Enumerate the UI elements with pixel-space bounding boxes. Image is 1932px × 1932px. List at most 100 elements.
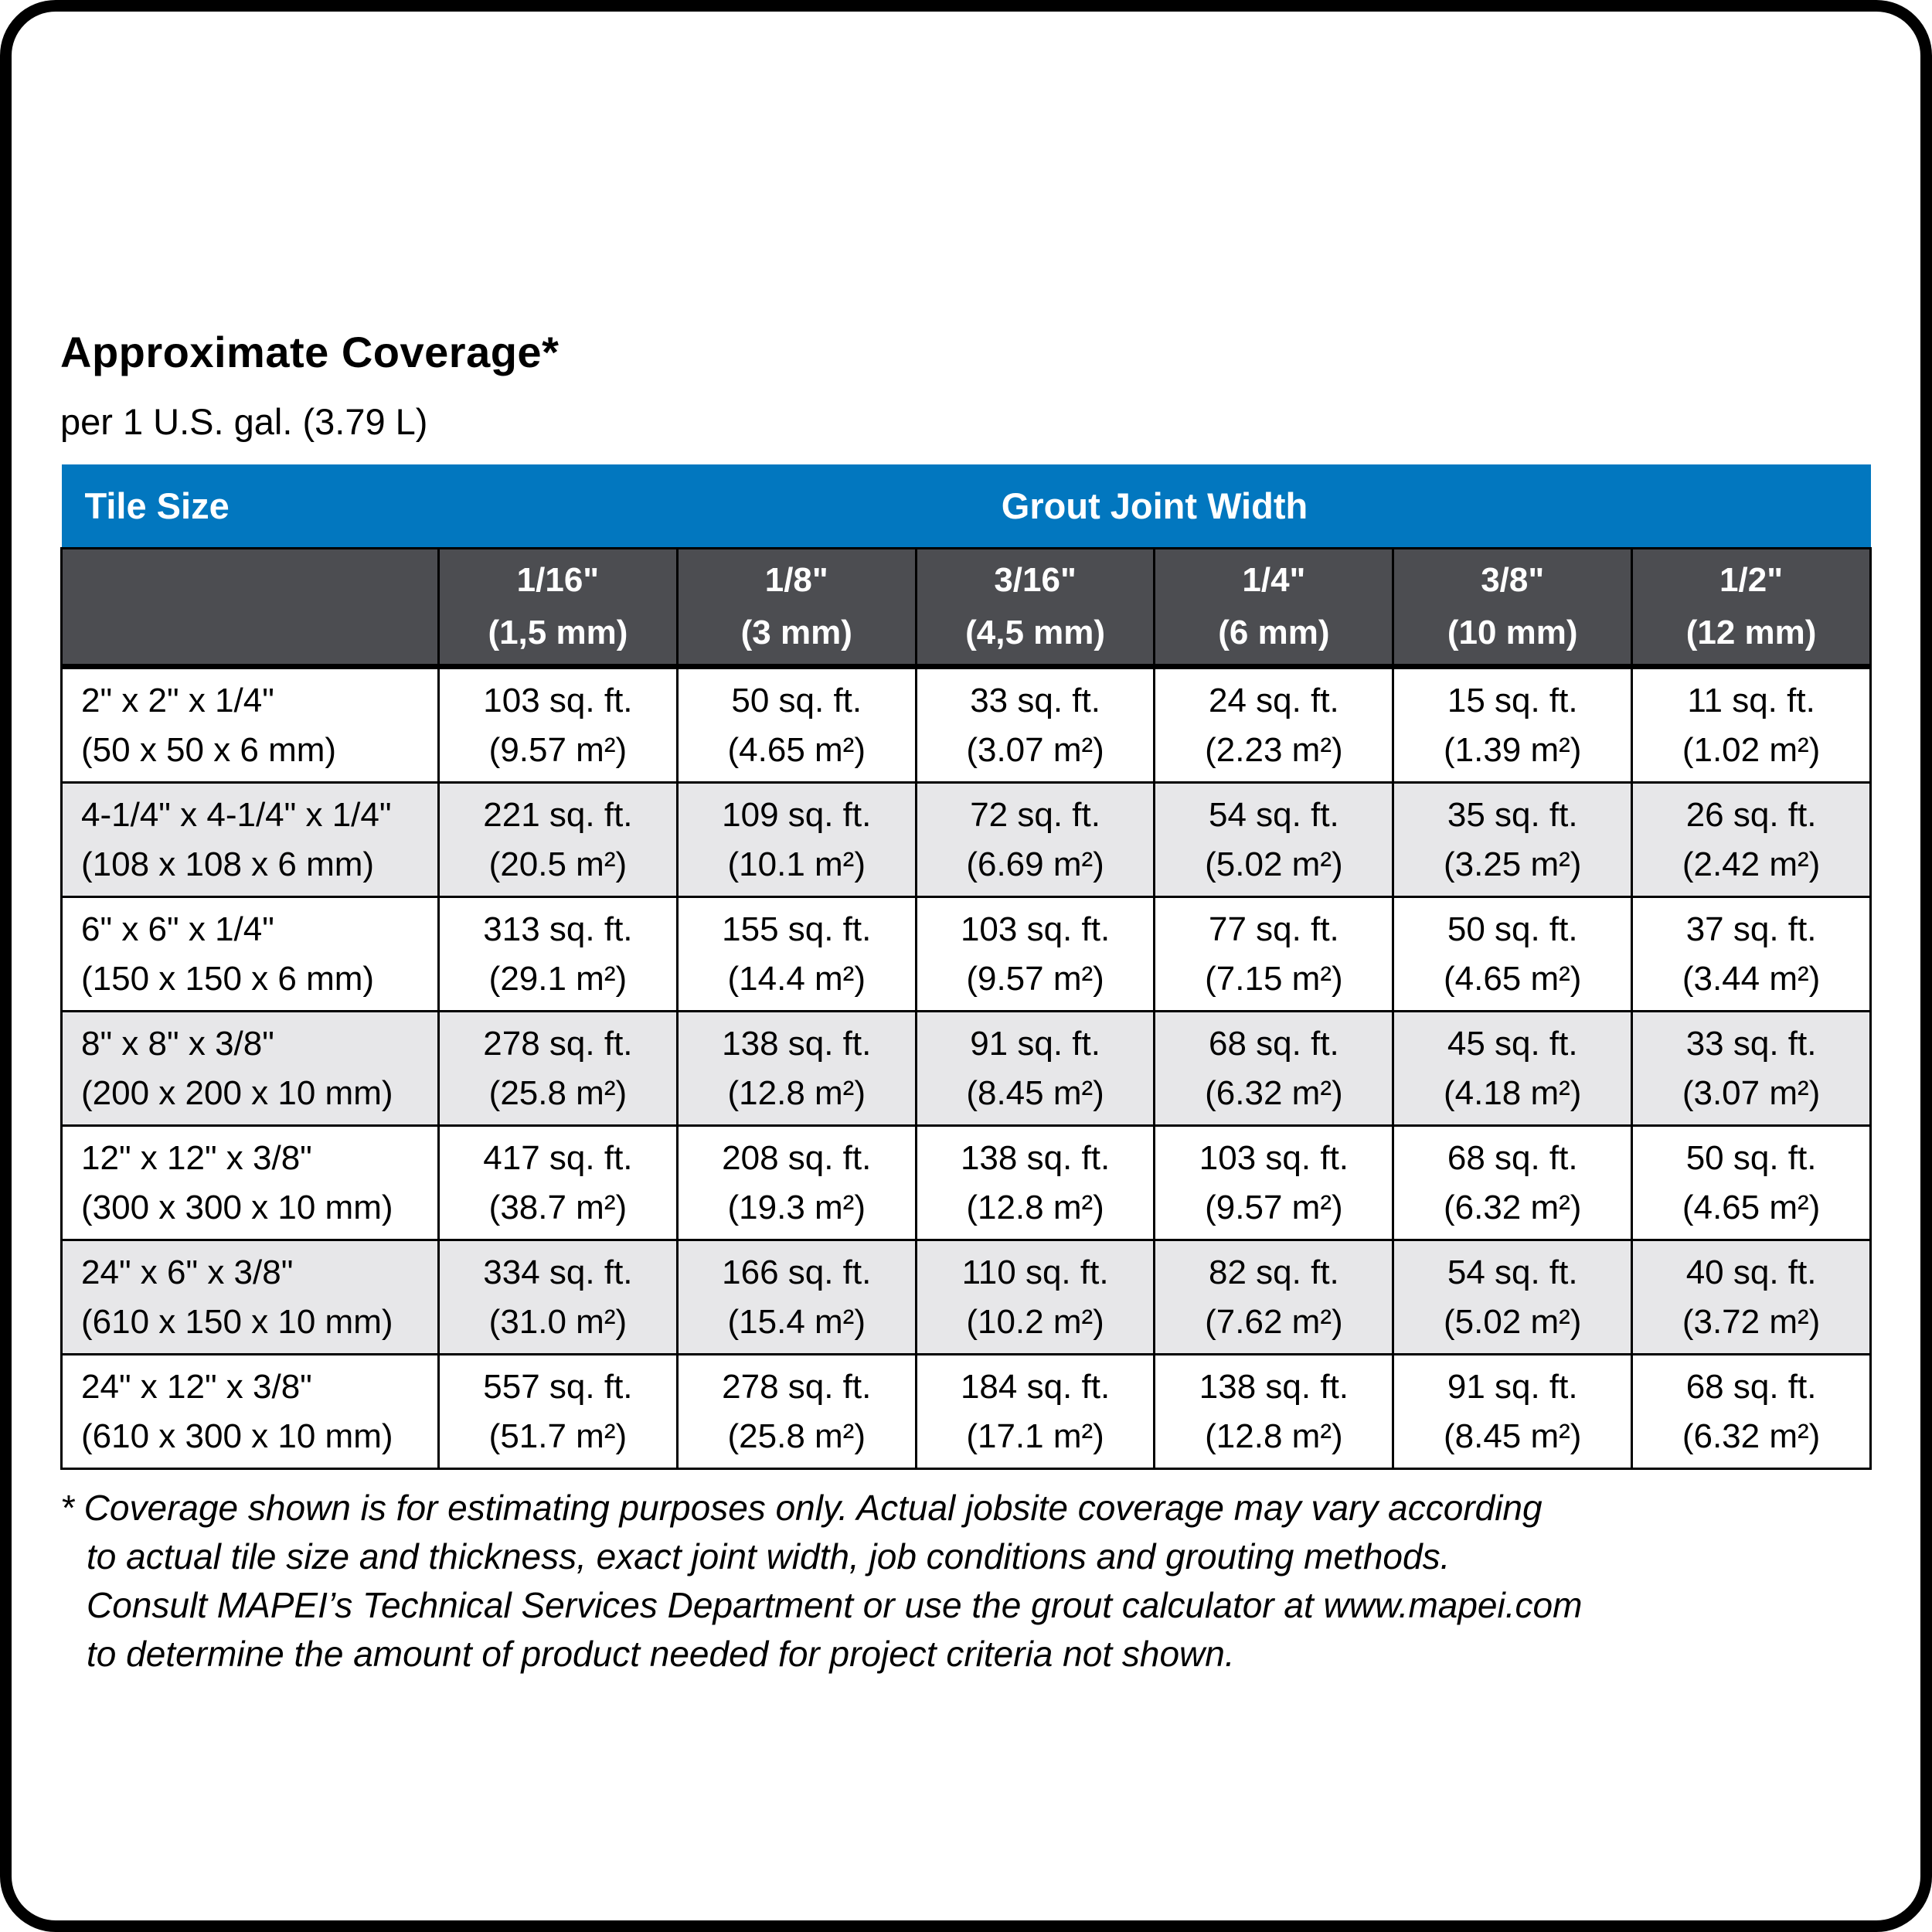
coverage-m2: (9.57 m²): [488, 730, 628, 769]
coverage-cell: 26 sq. ft. (2.42 m²): [1631, 781, 1872, 898]
coverage-sqft: 68 sq. ft.: [1685, 1367, 1817, 1406]
table-row: 8" x 8" x 3/8" (200 x 200 x 10 mm) 278 s…: [60, 1010, 1872, 1127]
coverage-sqft: 155 sq. ft.: [722, 910, 872, 948]
footnote-line: to determine the amount of product neede…: [87, 1634, 1235, 1675]
joint-width-mm: (4,5 mm): [965, 614, 1106, 651]
tile-size-inches: 24" x 6" x 3/8": [81, 1253, 294, 1291]
coverage-table: Tile Size Grout Joint Width 1/16" (1,5 m…: [60, 464, 1872, 1470]
coverage-sqft: 138 sq. ft.: [722, 1024, 872, 1063]
coverage-cell: 91 sq. ft. (8.45 m²): [1392, 1353, 1634, 1470]
joint-width-inches: 1/8": [764, 560, 828, 599]
coverage-m2: (51.7 m²): [488, 1417, 628, 1455]
tile-size-mm: (610 x 300 x 10 mm): [81, 1417, 393, 1455]
joint-width-col-6: 1/2" (12 mm): [1631, 547, 1872, 669]
coverage-cell: 68 sq. ft. (6.32 m²): [1153, 1010, 1395, 1127]
coverage-m2: (15.4 m²): [727, 1302, 866, 1341]
tile-size-cell: 2" x 2" x 1/4" (50 x 50 x 6 mm): [60, 665, 440, 784]
tile-size-inches: 4-1/4" x 4-1/4" x 1/4": [81, 795, 392, 834]
joint-width-subheader-row: 1/16" (1,5 mm) 1/8" (3 mm) 3/16" (4,5 mm…: [60, 547, 1872, 669]
coverage-m2: (10.2 m²): [966, 1302, 1104, 1341]
coverage-m2: (20.5 m²): [488, 845, 628, 883]
subheader-empty-cell: [60, 547, 440, 669]
coverage-m2: (25.8 m²): [488, 1073, 628, 1112]
coverage-m2: (3.44 m²): [1682, 959, 1821, 998]
coverage-m2: (4.65 m²): [727, 730, 866, 769]
coverage-cell: 155 sq. ft. (14.4 m²): [675, 896, 917, 1012]
coverage-m2: (4.65 m²): [1443, 959, 1582, 998]
coverage-m2: (4.18 m²): [1443, 1073, 1582, 1112]
coverage-cell: 11 sq. ft. (1.02 m²): [1631, 665, 1872, 784]
coverage-sqft: 24 sq. ft.: [1209, 681, 1339, 719]
coverage-cell: 221 sq. ft. (20.5 m²): [437, 781, 679, 898]
tile-size-mm: (150 x 150 x 6 mm): [81, 959, 375, 998]
coverage-sqft: 40 sq. ft.: [1685, 1253, 1817, 1291]
coverage-cell: 68 sq. ft. (6.32 m²): [1631, 1353, 1872, 1470]
joint-width-mm: (1,5 mm): [488, 614, 628, 651]
coverage-cell: 278 sq. ft. (25.8 m²): [437, 1010, 679, 1127]
tile-size-inches: 2" x 2" x 1/4": [81, 681, 274, 719]
coverage-cell: 334 sq. ft. (31.0 m²): [437, 1239, 679, 1355]
coverage-m2: (3.25 m²): [1443, 845, 1582, 883]
table-row: 12" x 12" x 3/8" (300 x 300 x 10 mm) 417…: [60, 1124, 1872, 1241]
joint-width-col-2: 1/8" (3 mm): [675, 547, 917, 669]
coverage-sqft: 11 sq. ft.: [1687, 681, 1815, 719]
coverage-sqft: 50 sq. ft.: [1685, 1138, 1817, 1177]
joint-width-inches: 1/16": [516, 560, 600, 599]
coverage-cell: 278 sq. ft. (25.8 m²): [675, 1353, 917, 1470]
coverage-m2: (5.02 m²): [1443, 1302, 1582, 1341]
coverage-cell: 50 sq. ft. (4.65 m²): [1631, 1124, 1872, 1241]
coverage-sqft: 278 sq. ft.: [722, 1367, 872, 1406]
coverage-cell: 109 sq. ft. (10.1 m²): [675, 781, 917, 898]
coverage-cell: 82 sq. ft. (7.62 m²): [1153, 1239, 1395, 1355]
joint-width-inches: 1/2": [1719, 560, 1784, 599]
coverage-m2: (25.8 m²): [727, 1417, 866, 1455]
coverage-sqft: 138 sq. ft.: [1199, 1367, 1349, 1406]
coverage-cell: 24 sq. ft. (2.23 m²): [1153, 665, 1395, 784]
coverage-cell: 417 sq. ft. (38.7 m²): [437, 1124, 679, 1241]
tile-size-inches: 6" x 6" x 1/4": [81, 910, 274, 948]
tile-size-cell: 6" x 6" x 1/4" (150 x 150 x 6 mm): [60, 896, 440, 1012]
coverage-cell: 50 sq. ft. (4.65 m²): [675, 665, 917, 784]
coverage-sqft: 50 sq. ft.: [731, 681, 862, 719]
coverage-sqft: 26 sq. ft.: [1685, 795, 1817, 834]
coverage-cell: 45 sq. ft. (4.18 m²): [1392, 1010, 1634, 1127]
tile-size-inches: 8" x 8" x 3/8": [81, 1024, 274, 1063]
tile-size-cell: 4-1/4" x 4-1/4" x 1/4" (108 x 108 x 6 mm…: [60, 781, 440, 898]
tile-size-inches: 24" x 12" x 3/8": [81, 1367, 312, 1406]
coverage-sqft: 33 sq. ft.: [970, 681, 1100, 719]
coverage-sqft: 278 sq. ft.: [483, 1024, 633, 1063]
coverage-m2: (8.45 m²): [966, 1073, 1104, 1112]
coverage-cell: 50 sq. ft. (4.65 m²): [1392, 896, 1634, 1012]
tile-size-inches: 12" x 12" x 3/8": [81, 1138, 312, 1177]
coverage-sqft: 138 sq. ft.: [960, 1138, 1111, 1177]
tile-size-cell: 24" x 12" x 3/8" (610 x 300 x 10 mm): [60, 1353, 440, 1470]
joint-width-mm: (10 mm): [1447, 614, 1578, 651]
coverage-m2: (2.42 m²): [1682, 845, 1821, 883]
coverage-m2: (6.32 m²): [1443, 1188, 1582, 1226]
table-row: 4-1/4" x 4-1/4" x 1/4" (108 x 108 x 6 mm…: [60, 781, 1872, 898]
coverage-m2: (7.62 m²): [1205, 1302, 1343, 1341]
coverage-sqft: 103 sq. ft.: [483, 681, 633, 719]
coverage-cell: 54 sq. ft. (5.02 m²): [1153, 781, 1395, 898]
coverage-cell: 110 sq. ft. (10.2 m²): [914, 1239, 1156, 1355]
coverage-cell: 33 sq. ft. (3.07 m²): [914, 665, 1156, 784]
table-header-row: Tile Size Grout Joint Width: [61, 464, 1871, 549]
joint-width-col-1: 1/16" (1,5 mm): [437, 547, 679, 669]
coverage-cell: 15 sq. ft. (1.39 m²): [1392, 665, 1634, 784]
coverage-sqft: 91 sq. ft.: [1447, 1367, 1578, 1406]
coverage-m2: (19.3 m²): [727, 1188, 866, 1226]
tile-size-mm: (108 x 108 x 6 mm): [81, 845, 375, 883]
coverage-m2: (4.65 m²): [1682, 1188, 1821, 1226]
coverage-m2: (17.1 m²): [966, 1417, 1104, 1455]
coverage-cell: 138 sq. ft. (12.8 m²): [675, 1010, 917, 1127]
coverage-m2: (6.69 m²): [966, 845, 1104, 883]
table-row: 2" x 2" x 1/4" (50 x 50 x 6 mm) 103 sq. …: [60, 665, 1872, 784]
coverage-m2: (12.8 m²): [966, 1188, 1104, 1226]
coverage-cell: 54 sq. ft. (5.02 m²): [1392, 1239, 1634, 1355]
coverage-sqft: 184 sq. ft.: [960, 1367, 1111, 1406]
coverage-m2: (6.32 m²): [1682, 1417, 1821, 1455]
tile-size-cell: 24" x 6" x 3/8" (610 x 150 x 10 mm): [60, 1239, 440, 1355]
coverage-sqft: 72 sq. ft.: [970, 795, 1100, 834]
coverage-cell: 33 sq. ft. (3.07 m²): [1631, 1010, 1872, 1127]
coverage-cell: 40 sq. ft. (3.72 m²): [1631, 1239, 1872, 1355]
